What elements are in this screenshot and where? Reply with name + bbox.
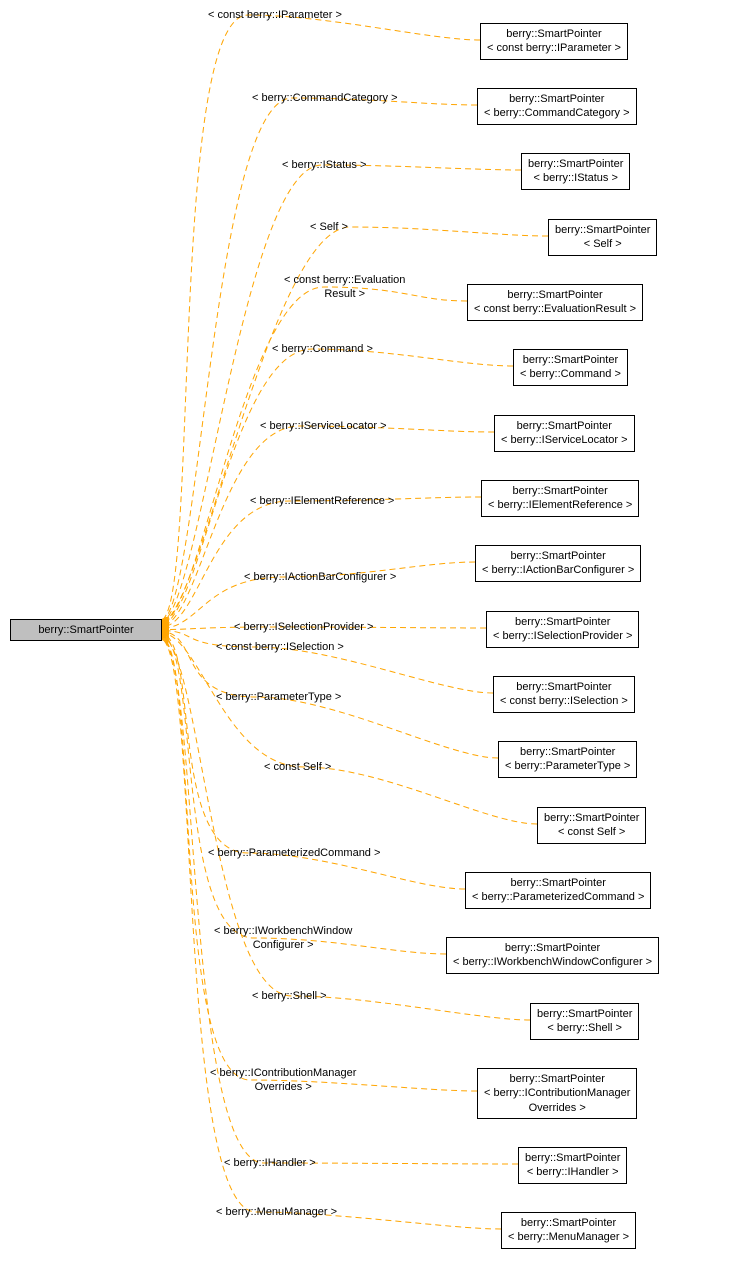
node-line2: < berry::Command > (520, 368, 621, 380)
template-param-label: < const berry::IParameter > (208, 8, 342, 22)
node-line2: < berry::CommandCategory > (484, 107, 630, 119)
template-param-label: < berry::IWorkbenchWindowConfigurer > (214, 924, 352, 953)
template-param-label: < berry::IStatus > (282, 158, 366, 172)
class-node[interactable]: berry::SmartPointer< berry::Shell > (530, 1003, 639, 1040)
node-line2: < berry::IServiceLocator > (501, 434, 628, 446)
class-node[interactable]: berry::SmartPointer< Self > (548, 219, 657, 256)
node-line2: < berry::IElementReference > (488, 499, 632, 511)
inheritance-edge (160, 426, 494, 627)
class-node[interactable]: berry::SmartPointer< berry::IActionBarCo… (475, 545, 641, 582)
node-line1: berry::SmartPointer (523, 354, 618, 366)
template-param-label: < const berry::EvaluationResult > (284, 273, 405, 302)
node-line1: berry::SmartPointer (505, 942, 600, 954)
template-param-label: < berry::IElementReference > (250, 494, 394, 508)
node-line1: berry::SmartPointer (516, 681, 611, 693)
node-line1: berry::SmartPointer (509, 93, 604, 105)
node-line3: Overrides > (529, 1102, 586, 1114)
node-line2: < berry::IHandler > (527, 1166, 619, 1178)
class-node[interactable]: berry::SmartPointer< const berry::Evalua… (467, 284, 643, 321)
inheritance-edge (160, 98, 477, 622)
node-line1: berry::SmartPointer (512, 485, 607, 497)
class-node[interactable]: berry::SmartPointer< berry::ParameterTyp… (498, 741, 637, 778)
node-line1: berry::SmartPointer (510, 550, 605, 562)
class-node[interactable]: berry::SmartPointer< berry::IWorkbenchWi… (446, 937, 659, 974)
node-line1: berry::SmartPointer (520, 746, 615, 758)
root-node[interactable]: berry::SmartPointer (10, 619, 162, 641)
template-param-label: < berry::ParameterType > (216, 690, 341, 704)
node-line2: < const berry::IParameter > (487, 42, 621, 54)
node-line1: berry::SmartPointer (517, 420, 612, 432)
template-param-label: < berry::IActionBarConfigurer > (244, 570, 396, 584)
template-param-label: < berry::IServiceLocator > (260, 419, 387, 433)
node-line1: berry::SmartPointer (555, 224, 650, 236)
template-param-label: < const berry::ISelection > (216, 640, 344, 654)
class-node[interactable]: berry::SmartPointer< berry::ISelectionPr… (486, 611, 639, 648)
node-line2: < berry::IActionBarConfigurer > (482, 564, 634, 576)
class-node[interactable]: berry::SmartPointer< berry::Command > (513, 349, 628, 386)
template-param-label: < berry::ISelectionProvider > (234, 620, 373, 634)
class-node[interactable]: berry::SmartPointer< berry::Parameterize… (465, 872, 651, 909)
template-param-label: < const Self > (264, 760, 331, 774)
node-line2: < const berry::EvaluationResult > (474, 303, 636, 315)
class-node[interactable]: berry::SmartPointer< const Self > (537, 807, 646, 844)
class-node[interactable]: berry::SmartPointer< berry::IServiceLoca… (494, 415, 635, 452)
node-line2: < const berry::ISelection > (500, 695, 628, 707)
inheritance-edge (160, 635, 446, 955)
class-node[interactable]: berry::SmartPointer< berry::IContributio… (477, 1068, 637, 1119)
template-param-label: < berry::IContributionManagerOverrides > (210, 1066, 356, 1095)
class-node[interactable]: berry::SmartPointer< berry::IStatus > (521, 153, 630, 190)
node-line1: berry::SmartPointer (544, 812, 639, 824)
class-node[interactable]: berry::SmartPointer< const berry::IParam… (480, 23, 628, 60)
node-line1: berry::SmartPointer (537, 1008, 632, 1020)
node-line2: < berry::IContributionManager (484, 1087, 630, 1099)
node-line1: berry::SmartPointer (528, 158, 623, 170)
inheritance-edge (160, 497, 481, 628)
node-line2: < berry::ParameterType > (505, 760, 630, 772)
template-param-label: < berry::CommandCategory > (252, 91, 398, 105)
inheritance-edge (160, 637, 477, 1092)
class-node[interactable]: berry::SmartPointer< berry::IElementRefe… (481, 480, 639, 517)
class-node[interactable]: berry::SmartPointer< berry::IHandler > (518, 1147, 627, 1184)
node-line2: < berry::MenuManager > (508, 1231, 629, 1243)
template-param-label: < berry::IHandler > (224, 1156, 316, 1170)
node-line1: berry::SmartPointer (511, 877, 606, 889)
class-node[interactable]: berry::SmartPointer< berry::CommandCateg… (477, 88, 637, 125)
node-line1: berry::SmartPointer (506, 28, 601, 40)
inheritance-edge (160, 15, 480, 621)
template-param-label: < berry::Shell > (252, 989, 327, 1003)
template-param-label: < berry::MenuManager > (216, 1205, 337, 1219)
node-line2: < Self > (584, 238, 622, 250)
template-param-label: < Self > (310, 220, 348, 234)
node-line1: berry::SmartPointer (507, 289, 602, 301)
template-param-label: < berry::Command > (272, 342, 373, 356)
template-param-label: < berry::ParameterizedCommand > (208, 846, 380, 860)
class-node[interactable]: berry::SmartPointer< berry::MenuManager … (501, 1212, 636, 1249)
node-line2: < berry::IStatus > (534, 172, 618, 184)
class-node[interactable]: berry::SmartPointer< const berry::ISelec… (493, 676, 635, 713)
node-line1: berry::SmartPointer (525, 1152, 620, 1164)
inheritance-edge (160, 633, 537, 825)
node-line2: < const Self > (558, 826, 625, 838)
node-line2: < berry::ParameterizedCommand > (472, 891, 644, 903)
node-line1: berry::SmartPointer (515, 616, 610, 628)
node-line2: < berry::IWorkbenchWindowConfigurer > (453, 956, 652, 968)
node-line2: < berry::ISelectionProvider > (493, 630, 632, 642)
node-line1: berry::SmartPointer (521, 1217, 616, 1229)
node-line1: berry::SmartPointer (510, 1073, 605, 1085)
node-line2: < berry::Shell > (547, 1022, 622, 1034)
